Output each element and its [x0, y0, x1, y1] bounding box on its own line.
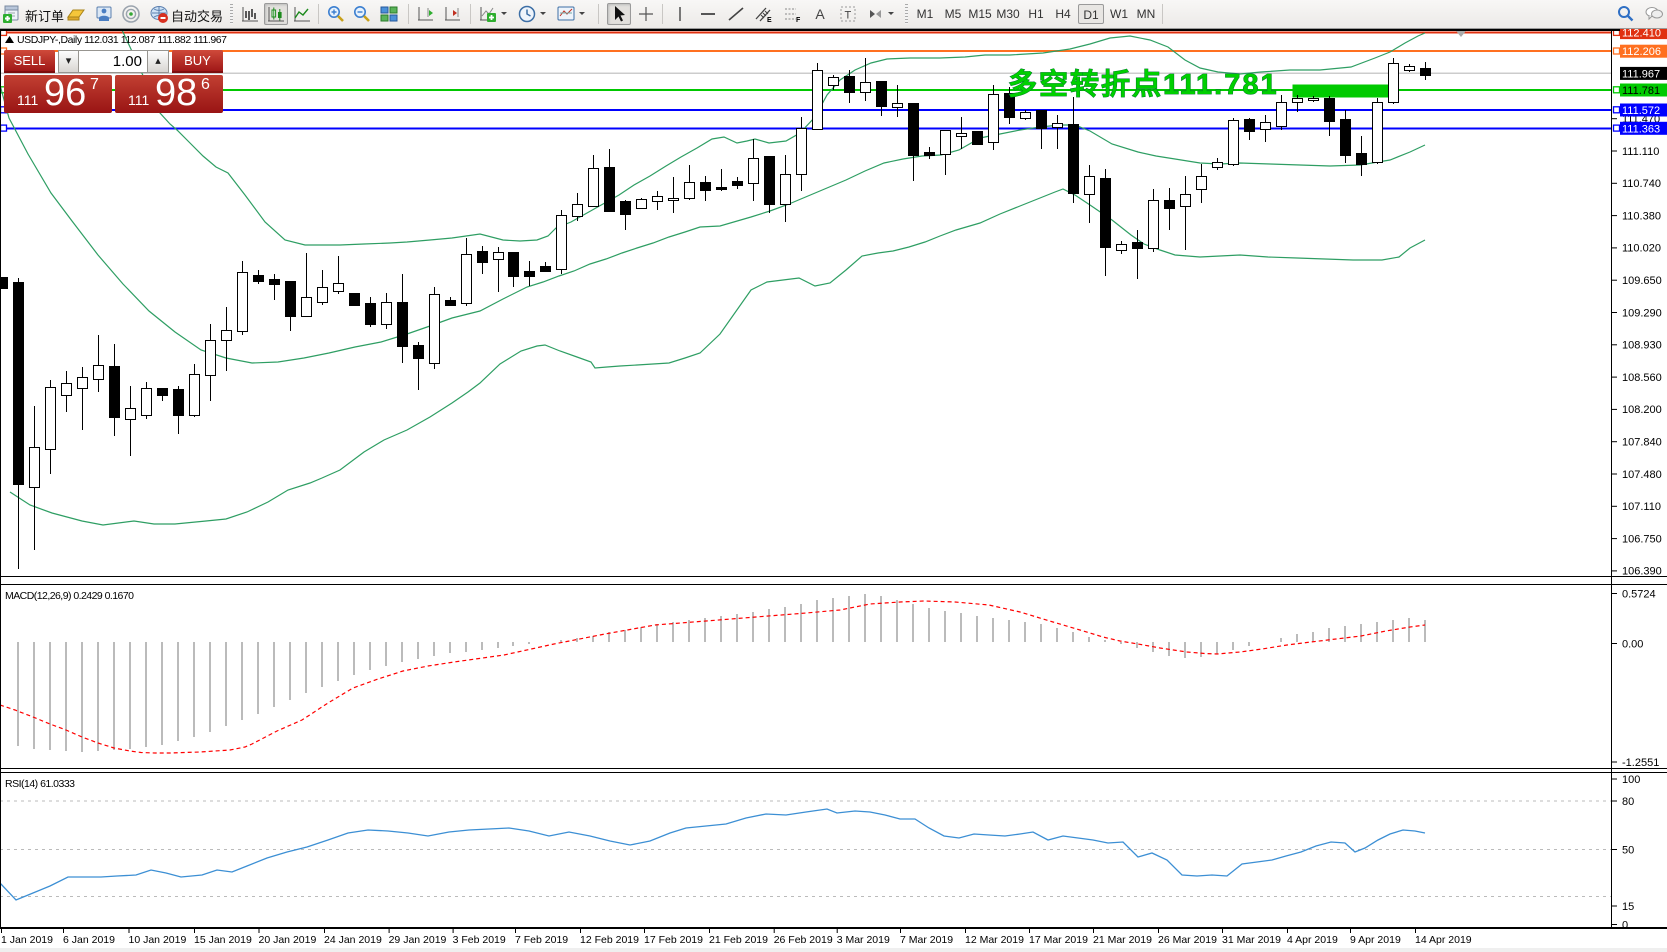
svg-text:111.781: 111.781 — [1622, 85, 1660, 97]
svg-text:15 Jan 2019: 15 Jan 2019 — [194, 934, 252, 946]
svg-text:17 Feb 2019: 17 Feb 2019 — [644, 934, 703, 946]
svg-text:111.967: 111.967 — [1622, 68, 1660, 80]
svg-text:E: E — [767, 17, 772, 24]
svg-text:111.363: 111.363 — [1622, 123, 1660, 135]
svg-text:4 Apr 2019: 4 Apr 2019 — [1287, 934, 1338, 946]
svg-text:112.410: 112.410 — [1622, 28, 1661, 40]
svg-text:F: F — [796, 17, 801, 24]
svg-text:26 Feb 2019: 26 Feb 2019 — [774, 934, 833, 946]
svg-text:110.740: 110.740 — [1622, 178, 1661, 190]
svg-text:108.930: 108.930 — [1622, 340, 1662, 352]
svg-text:7 Feb 2019: 7 Feb 2019 — [515, 934, 568, 946]
svg-text:USDJPY-,Daily 112.031 112.087: USDJPY-,Daily 112.031 112.087 111.882 11… — [17, 34, 227, 46]
svg-text:0: 0 — [1622, 919, 1628, 931]
svg-text:26 Mar 2019: 26 Mar 2019 — [1158, 934, 1217, 946]
svg-text:-1.2551: -1.2551 — [1622, 757, 1659, 769]
svg-text:107.110: 107.110 — [1622, 501, 1661, 513]
svg-text:110.380: 110.380 — [1622, 210, 1661, 222]
svg-text:20 Jan 2019: 20 Jan 2019 — [259, 934, 317, 946]
svg-text:6 Jan 2019: 6 Jan 2019 — [63, 934, 115, 946]
svg-text:12 Mar 2019: 12 Mar 2019 — [965, 934, 1024, 946]
svg-text:108.560: 108.560 — [1622, 372, 1662, 384]
svg-text:106.390: 106.390 — [1622, 566, 1662, 578]
svg-text:17 Mar 2019: 17 Mar 2019 — [1029, 934, 1088, 946]
svg-text:109.290: 109.290 — [1622, 307, 1662, 319]
svg-text:111.110: 111.110 — [1622, 146, 1659, 158]
svg-text:15: 15 — [1622, 901, 1634, 913]
svg-text:3 Mar 2019: 3 Mar 2019 — [837, 934, 890, 946]
svg-text:0.00: 0.00 — [1622, 638, 1643, 650]
svg-text:14 Apr 2019: 14 Apr 2019 — [1415, 934, 1472, 946]
svg-text:0.5724: 0.5724 — [1622, 588, 1656, 600]
svg-text:50: 50 — [1622, 844, 1634, 856]
svg-text:21 Feb 2019: 21 Feb 2019 — [709, 934, 768, 946]
svg-text:109.650: 109.650 — [1622, 275, 1662, 287]
svg-text:多空转折点111.781: 多空转折点111.781 — [1008, 67, 1279, 101]
svg-text:12 Feb 2019: 12 Feb 2019 — [580, 934, 639, 946]
svg-text:107.480: 107.480 — [1622, 469, 1662, 481]
svg-text:100: 100 — [1622, 774, 1640, 786]
svg-text:7 Mar 2019: 7 Mar 2019 — [900, 934, 953, 946]
svg-text:24 Jan 2019: 24 Jan 2019 — [324, 934, 382, 946]
svg-text:1 Jan 2019: 1 Jan 2019 — [1, 934, 53, 946]
svg-text:9 Apr 2019: 9 Apr 2019 — [1350, 934, 1401, 946]
svg-text:10 Jan 2019: 10 Jan 2019 — [129, 934, 187, 946]
svg-text:MACD(12,26,9) 0.2429 0.1670: MACD(12,26,9) 0.2429 0.1670 — [5, 590, 134, 602]
svg-text:3 Feb 2019: 3 Feb 2019 — [453, 934, 506, 946]
svg-text:106.750: 106.750 — [1622, 533, 1662, 545]
svg-text:112.206: 112.206 — [1622, 46, 1661, 58]
svg-text:29 Jan 2019: 29 Jan 2019 — [389, 934, 447, 946]
svg-text:111.572: 111.572 — [1622, 105, 1660, 117]
svg-text:21 Mar 2019: 21 Mar 2019 — [1093, 934, 1152, 946]
svg-text:107.840: 107.840 — [1622, 437, 1662, 449]
svg-text:80: 80 — [1622, 796, 1634, 808]
svg-text:110.020: 110.020 — [1622, 243, 1661, 255]
svg-text:31 Mar 2019: 31 Mar 2019 — [1222, 934, 1281, 946]
svg-text:RSI(14) 61.0333: RSI(14) 61.0333 — [5, 778, 75, 790]
svg-text:108.200: 108.200 — [1622, 404, 1662, 416]
svg-text:T: T — [845, 10, 852, 22]
